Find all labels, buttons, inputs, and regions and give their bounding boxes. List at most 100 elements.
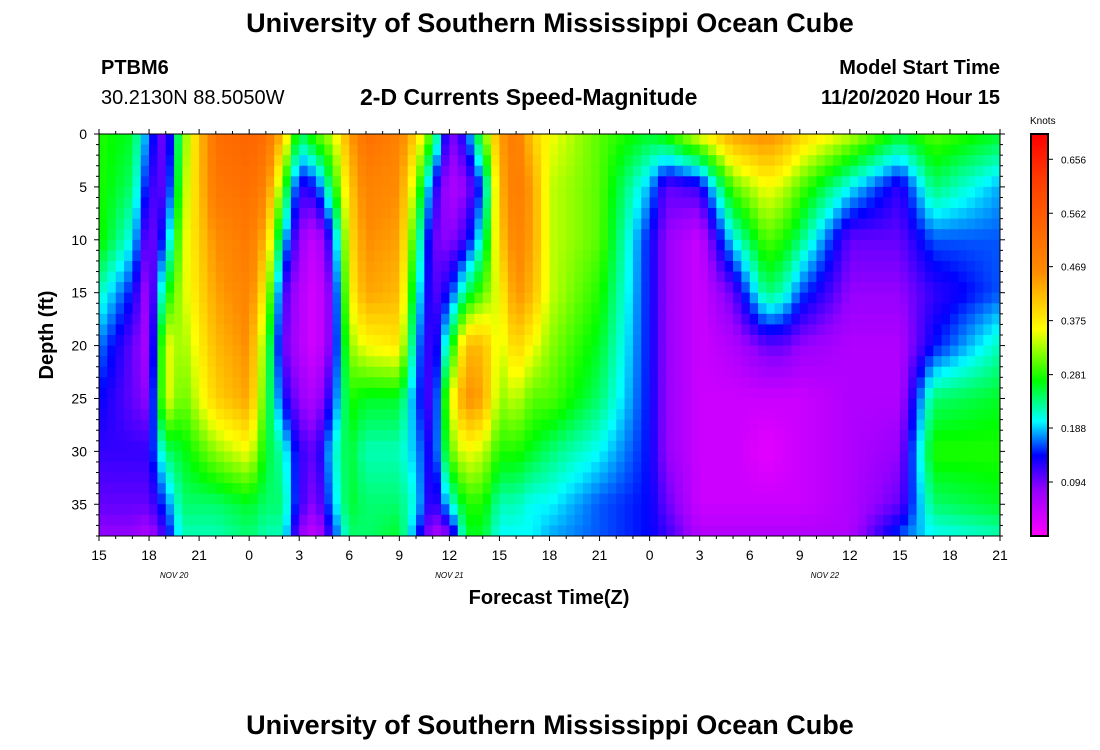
heatmap-cell [783, 260, 793, 273]
heatmap-cell [290, 208, 300, 220]
heatmap-cell [958, 229, 968, 241]
heatmap-cell [899, 514, 909, 527]
heatmap-cell [290, 451, 300, 463]
heatmap-cell [257, 313, 267, 326]
heatmap-cell [466, 271, 476, 283]
heatmap-cell [724, 483, 734, 495]
heatmap-cell [649, 345, 659, 357]
heatmap-cell [165, 451, 175, 463]
heatmap-cell [824, 271, 834, 283]
heatmap-cell [557, 514, 567, 527]
heatmap-cell [741, 504, 751, 516]
heatmap-cell [916, 514, 926, 527]
heatmap-cell [257, 197, 267, 209]
heatmap-cell [833, 409, 843, 421]
heatmap-cell [699, 366, 709, 378]
heatmap-cell [524, 461, 534, 474]
heatmap-cell [774, 144, 784, 156]
heatmap-cell [457, 260, 467, 273]
heatmap-cell [307, 229, 317, 241]
heatmap-cell [708, 165, 717, 177]
heatmap-cell [107, 313, 117, 326]
heatmap-cell [274, 430, 284, 442]
heatmap-cell [649, 176, 659, 188]
heatmap-cell [432, 271, 442, 283]
heatmap-cell [666, 335, 676, 347]
heatmap-cell [741, 134, 751, 146]
heatmap-cell [816, 271, 826, 283]
heatmap-cell [374, 229, 384, 241]
heatmap-cell [741, 398, 751, 410]
heatmap-cell [816, 398, 826, 410]
heatmap-cell [766, 197, 776, 209]
heatmap-cell [299, 208, 309, 220]
heatmap-cell [641, 345, 651, 357]
heatmap-cell [265, 440, 275, 452]
heatmap-cell [799, 525, 809, 536]
heatmap-cell [674, 451, 684, 463]
heatmap-cell [941, 144, 951, 156]
heatmap-cell [541, 387, 551, 400]
heatmap-cell [549, 282, 559, 294]
heatmap-cell [708, 260, 717, 273]
heatmap-cell [632, 387, 642, 400]
heatmap-cell [457, 387, 467, 400]
heatmap-cell [474, 239, 484, 251]
heatmap-cell [174, 176, 184, 188]
heatmap-cell [624, 250, 634, 262]
heatmap-cell [107, 461, 117, 474]
heatmap-cell [265, 356, 275, 368]
heatmap-cell [607, 451, 617, 463]
heatmap-cell [941, 260, 951, 273]
heatmap-cell [691, 493, 701, 505]
heatmap-cell [549, 144, 559, 156]
heatmap-cell [249, 440, 259, 452]
heatmap-cell [874, 292, 884, 304]
heatmap-cell [816, 525, 826, 536]
heatmap-cell [891, 409, 901, 421]
heatmap-cell [691, 250, 701, 262]
heatmap-cell [974, 260, 984, 273]
heatmap-cell [457, 165, 467, 177]
heatmap-cell [541, 430, 551, 442]
x-tick-label: 9 [796, 547, 804, 563]
heatmap-cell [741, 155, 751, 167]
heatmap-cell [224, 197, 234, 209]
heatmap-cell [682, 197, 692, 209]
heatmap-cell [282, 525, 292, 536]
heatmap-cell [808, 229, 818, 241]
heatmap-cell [799, 134, 809, 146]
heatmap-cell [207, 514, 217, 527]
heatmap-cell [299, 440, 309, 452]
heatmap-cell [157, 440, 167, 452]
heatmap-cell [916, 271, 926, 283]
heatmap-cell [274, 472, 284, 484]
heatmap-cell [466, 356, 476, 368]
heatmap-cell [315, 398, 325, 410]
heatmap-cell [449, 155, 459, 167]
heatmap-cell [474, 461, 484, 474]
heatmap-cell [99, 282, 108, 294]
heatmap-cell [482, 186, 492, 199]
heatmap-cell [574, 419, 584, 431]
heatmap-cell [607, 218, 617, 230]
heatmap-cell [974, 451, 984, 463]
heatmap-cell [883, 440, 893, 452]
heatmap-cell [232, 387, 242, 400]
heatmap-cell [874, 377, 884, 389]
heatmap-cell [933, 409, 943, 421]
heatmap-cell [774, 134, 784, 146]
heatmap-cell [908, 250, 918, 262]
heatmap-cell [841, 409, 851, 421]
heatmap-cell [424, 186, 434, 199]
heatmap-cell [99, 271, 108, 283]
heatmap-cell [532, 250, 542, 262]
heatmap-cell [466, 493, 476, 505]
heatmap-cell [566, 461, 576, 474]
heatmap-cell [566, 144, 576, 156]
heatmap-cell [416, 250, 425, 262]
heatmap-cell [232, 155, 242, 167]
heatmap-cell [624, 398, 634, 410]
heatmap-cell [407, 377, 417, 389]
heatmap-cell [616, 313, 626, 326]
